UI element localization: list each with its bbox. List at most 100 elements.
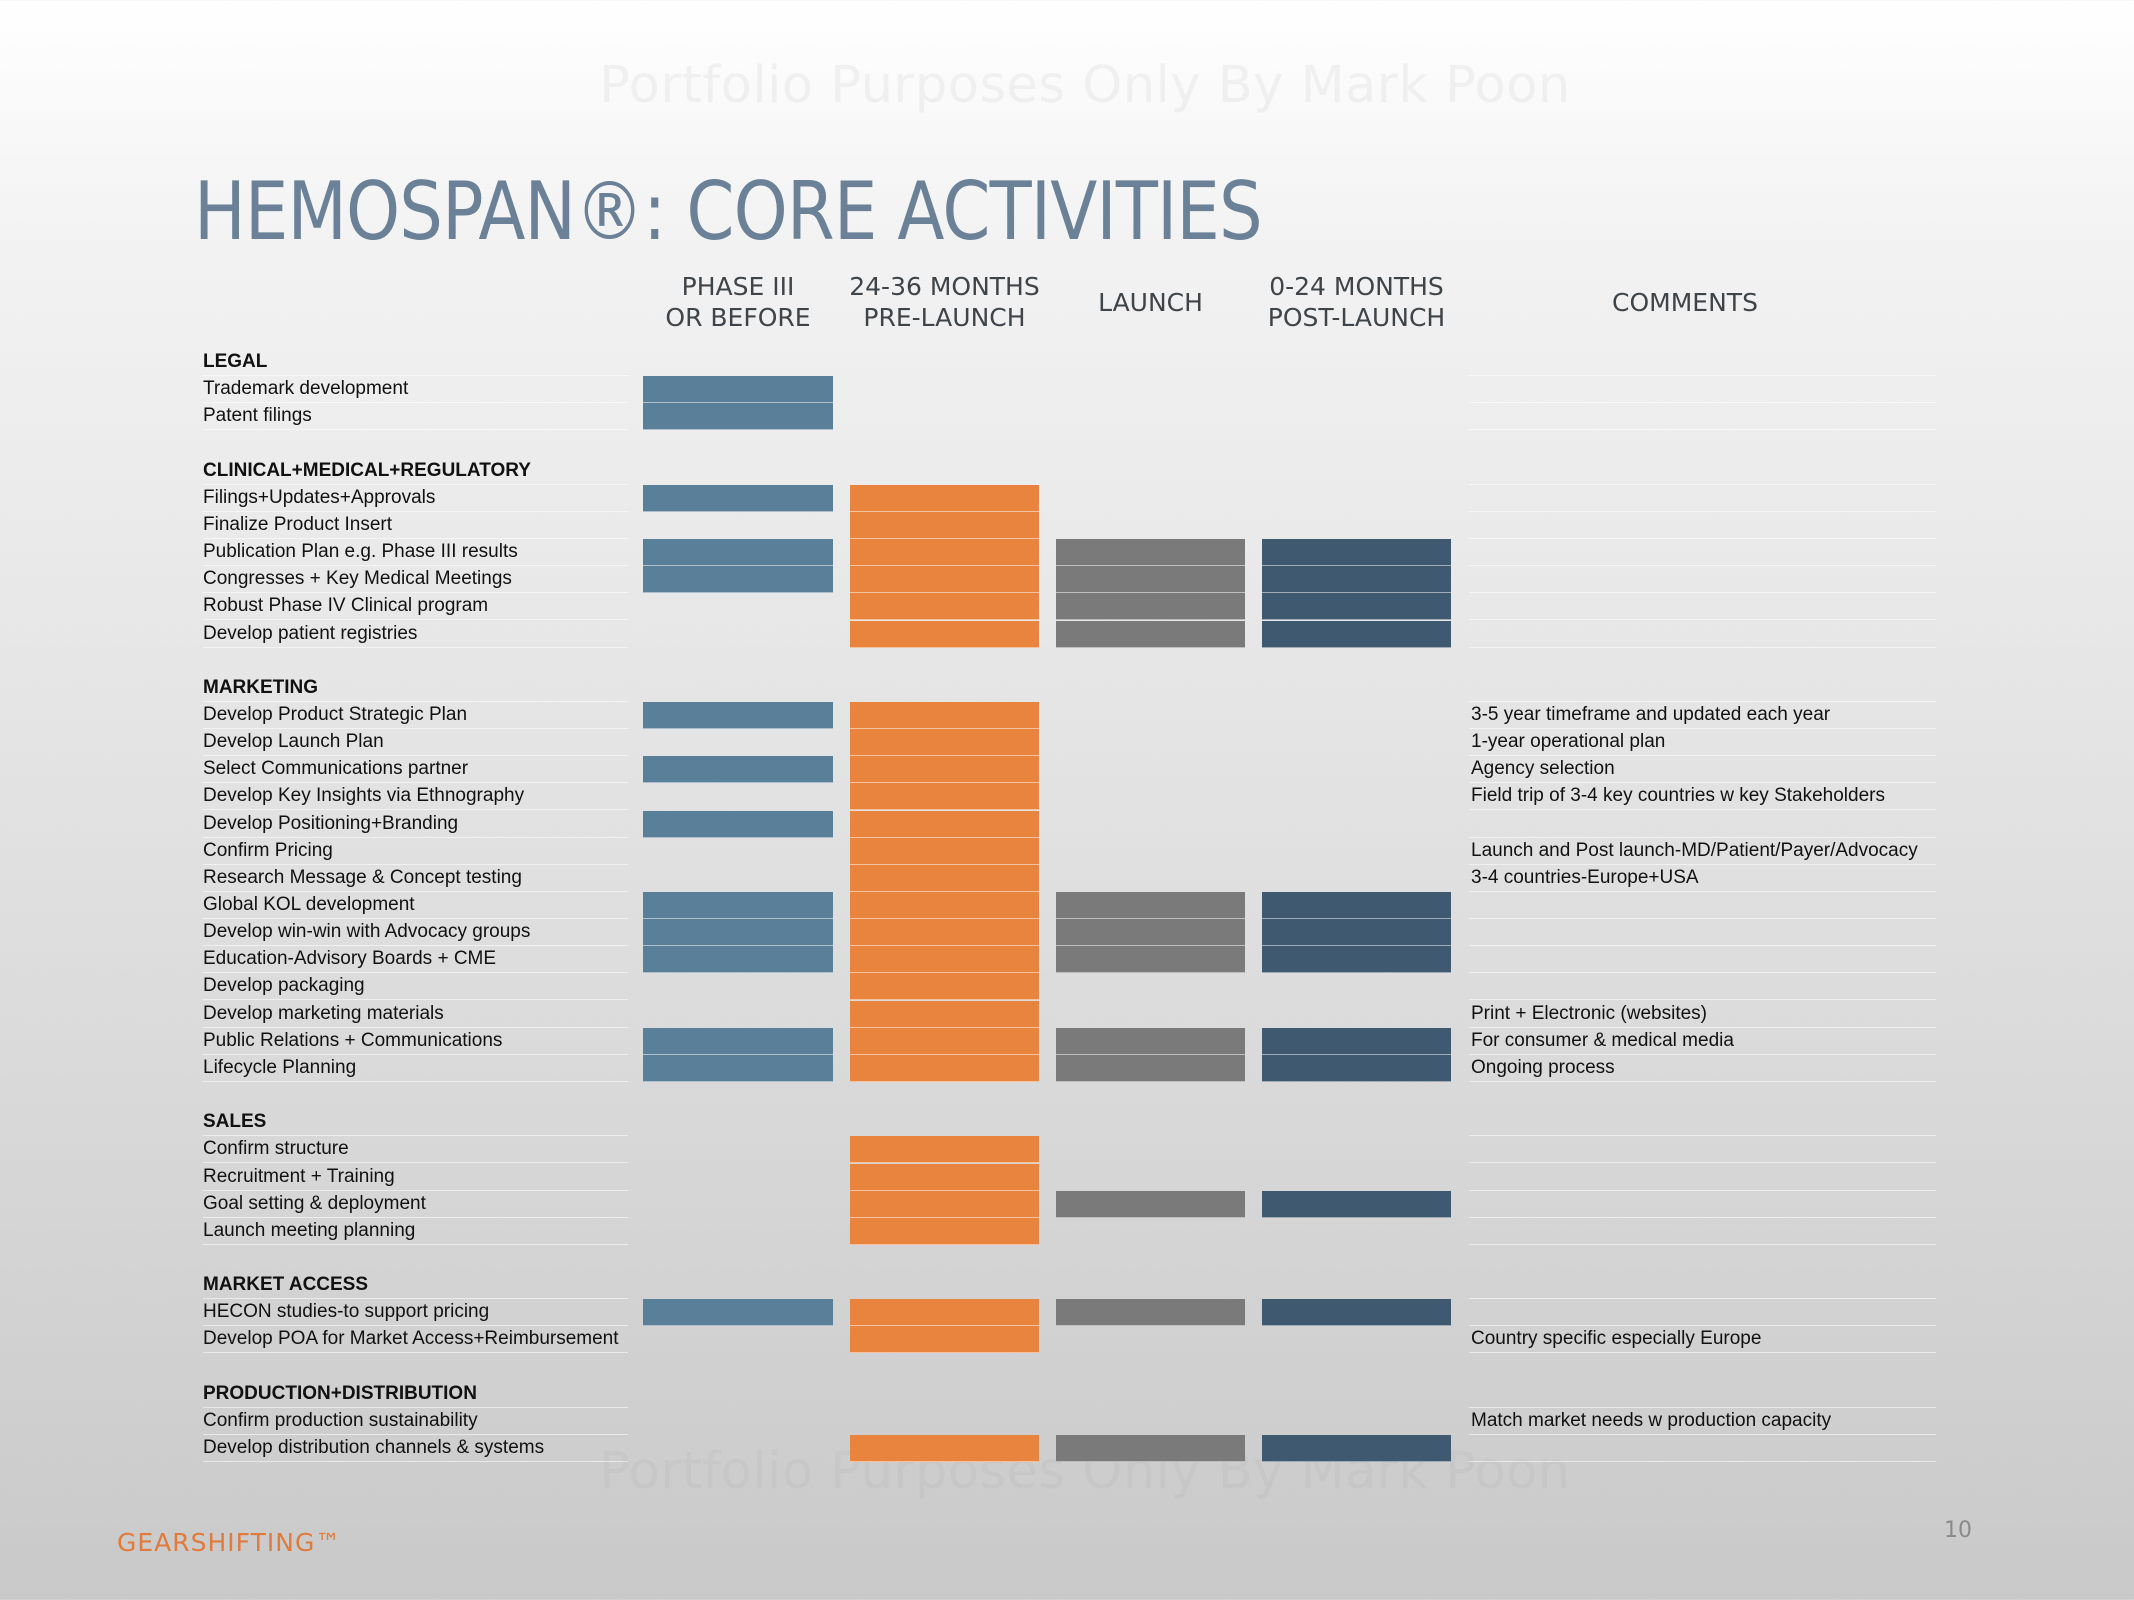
phase-bar-launch (1056, 919, 1245, 947)
column-header-label: COMMENTS (1612, 287, 1758, 317)
comment-rule (1469, 1190, 1936, 1218)
comment-rule (1469, 1380, 1936, 1408)
activity-label: HECON studies-to support pricing (203, 1298, 628, 1327)
phase-bar-prelaunch (850, 864, 1039, 892)
activity-label: Finalize Product Insert (203, 511, 628, 539)
phase-bar-launch (1056, 946, 1245, 974)
activity-label: Filings+Updates+Approvals (203, 484, 628, 512)
comment-rule (1469, 891, 1936, 919)
comment-text: Match market needs w production capacity (1471, 1409, 1832, 1431)
comment-rule (1469, 1054, 1936, 1082)
comment-rule (1469, 701, 1936, 729)
comment-rule (1469, 755, 1936, 784)
activity-label: Develop distribution channels & systems (203, 1434, 628, 1462)
page-title: HEMOSPAN®: CORE ACTIVITIES (194, 165, 1263, 258)
activity-label: Education-Advisory Boards + CME (203, 945, 628, 974)
phase-bar-phase3 (643, 946, 833, 974)
phase-bar-phase3 (643, 1054, 833, 1082)
activity-label: Publication Plan e.g. Phase III results (203, 538, 628, 567)
comment-rule (1469, 484, 1936, 512)
phase-bar-prelaunch (850, 511, 1039, 539)
phase-bar-prelaunch (850, 620, 1039, 648)
activity-label: Trademark development (203, 375, 628, 404)
activity-label: Develop Launch Plan (203, 728, 628, 757)
column-header-prelaunch: 24-36 MONTHS PRE-LAUNCH (830, 270, 1059, 334)
phase-bar-prelaunch (850, 892, 1039, 919)
comment-rule (1469, 1271, 1936, 1300)
comment-rule (1469, 945, 1936, 974)
comment-rule (1469, 565, 1936, 594)
phase-bar-prelaunch (850, 783, 1039, 811)
column-header-label: 0-24 MONTHS POST-LAUNCH (1267, 272, 1446, 332)
activity-label: Global KOL development (203, 891, 628, 919)
phase-bar-prelaunch (850, 973, 1039, 1001)
phase-bar-launch (1056, 892, 1245, 919)
phase-bar-prelaunch (850, 701, 1039, 729)
comment-rule (1469, 1298, 1936, 1327)
phase-bar-prelaunch (850, 729, 1039, 757)
comment-text: Field trip of 3-4 key countries w key St… (1471, 785, 1885, 807)
comment-rule (1469, 1163, 1936, 1191)
phase-bar-prelaunch (850, 566, 1039, 594)
phase-bar-prelaunch (850, 593, 1039, 621)
comment-text: Agency selection (1471, 758, 1615, 780)
activity-label: Develop Positioning+Branding (203, 810, 628, 838)
phase-bar-post (1262, 1299, 1451, 1327)
phase-bar-launch (1056, 1435, 1245, 1462)
comment-rule (1469, 1325, 1936, 1354)
activity-label: Develop marketing materials (203, 1000, 628, 1028)
comment-text: Country specific especially Europe (1471, 1328, 1762, 1350)
comment-rule (1469, 511, 1936, 539)
section-heading: CLINICAL+MEDICAL+REGULATORY (203, 457, 628, 485)
activity-label: Public Relations + Communications (203, 1027, 628, 1055)
comment-rule (1469, 1434, 1936, 1462)
brand-logo: GEARSHIFTING™ (117, 1528, 342, 1557)
phase-bar-phase3 (643, 539, 833, 567)
column-header-label: PHASE III OR BEFORE (665, 272, 811, 332)
comment-rule (1469, 837, 1936, 865)
comment-rule (1469, 348, 1936, 376)
comment-rule (1469, 457, 1936, 485)
phase-bar-launch (1056, 566, 1245, 594)
phase-bar-launch (1056, 1299, 1245, 1327)
column-header-comments: COMMENTS (1469, 270, 1901, 334)
phase-bar-prelaunch (850, 1027, 1039, 1055)
comment-text: 3-5 year timeframe and updated each year (1471, 703, 1831, 725)
phase-bar-phase3 (643, 919, 833, 947)
phase-bar-prelaunch (850, 1326, 1039, 1354)
section-heading: SALES (203, 1108, 628, 1137)
phase-bar-prelaunch (850, 810, 1039, 838)
phase-bar-prelaunch (850, 1163, 1039, 1191)
phase-bar-phase3 (643, 1027, 833, 1055)
phase-bar-phase3 (643, 701, 833, 729)
activity-label: Lifecycle Planning (203, 1054, 628, 1082)
section-heading: LEGAL (203, 348, 628, 376)
activity-label: Patent filings (203, 402, 628, 431)
comment-rule (1469, 402, 1936, 431)
column-header-label: LAUNCH (1098, 287, 1203, 317)
phase-bar-post (1262, 566, 1451, 594)
phase-bar-prelaunch (850, 1435, 1039, 1462)
activity-label: Launch meeting planning (203, 1217, 628, 1245)
activity-label: Confirm Pricing (203, 837, 628, 865)
phase-bar-post (1262, 919, 1451, 947)
activity-label: Develop packaging (203, 972, 628, 1001)
phase-bar-phase3 (643, 756, 833, 784)
comment-rule (1469, 620, 1936, 648)
activity-label: Develop win-win with Advocacy groups (203, 918, 628, 947)
phase-bar-phase3 (643, 892, 833, 919)
comment-rule (1469, 918, 1936, 947)
phase-bar-prelaunch (850, 946, 1039, 974)
activity-label: Develop POA for Market Access+Reimbursem… (203, 1325, 628, 1354)
page-number: 10 (1944, 1518, 1972, 1543)
column-header-post: 0-24 MONTHS POST-LAUNCH (1242, 270, 1471, 334)
activity-label: Research Message & Concept testing (203, 864, 628, 892)
phase-bar-launch (1056, 539, 1245, 567)
phase-bar-post (1262, 1435, 1451, 1462)
section-heading: MARKETING (203, 674, 628, 702)
comment-rule (1469, 674, 1936, 702)
comment-rule (1469, 592, 1936, 621)
activity-label: Develop Key Insights via Ethnography (203, 782, 628, 811)
activity-label: Select Communications partner (203, 755, 628, 784)
phase-bar-phase3 (643, 1299, 833, 1327)
